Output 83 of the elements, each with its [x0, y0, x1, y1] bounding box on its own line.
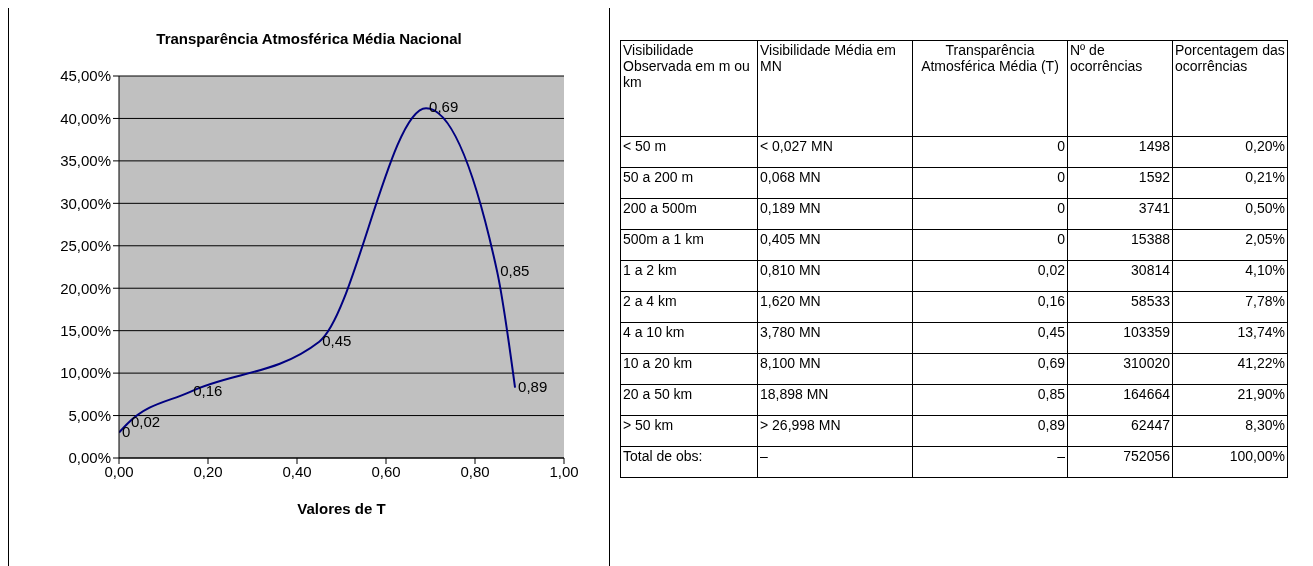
text: 200 a 500m: [620, 198, 758, 230]
text: > 50 km: [620, 415, 758, 447]
text: 8,100 MN: [757, 353, 913, 385]
text: 0: [912, 167, 1068, 199]
text: 310020: [1067, 353, 1173, 385]
annotation: 0,69: [429, 98, 459, 116]
text: 1,620 MN: [757, 291, 913, 323]
text: –: [757, 446, 913, 478]
category-label: Nº de ocorrências: [1067, 40, 1173, 137]
text: 4,10%: [1172, 260, 1288, 292]
text: 30814: [1067, 260, 1173, 292]
text: 10 a 20 km: [620, 353, 758, 385]
text: 0,189 MN: [757, 198, 913, 230]
y-tick-label: 45,00%: [60, 67, 111, 85]
text: 50 a 200 m: [620, 167, 758, 199]
annotation: 0,89: [518, 377, 548, 395]
y-tick-label: 25,00%: [60, 237, 111, 255]
text: 752056: [1067, 446, 1173, 478]
text: 18,898 MN: [757, 384, 913, 416]
text: 0,02: [912, 260, 1068, 292]
text: 15388: [1067, 229, 1173, 261]
text: 58533: [1067, 291, 1173, 323]
y-tick-label: 5,00%: [68, 406, 111, 424]
text: 0,21%: [1172, 167, 1288, 199]
text: 0,20%: [1172, 136, 1288, 168]
annotation: 0,02: [130, 413, 161, 431]
text: Total de obs:: [620, 446, 758, 478]
category-label: Visibilidade Observada em m ou km: [620, 40, 758, 137]
y-tick-label: 10,00%: [60, 364, 111, 382]
text: 0,69: [912, 353, 1068, 385]
annotation: 0,45: [322, 331, 352, 349]
x-axis-title: Valores de T: [297, 500, 386, 517]
text: 164664: [1067, 384, 1173, 416]
text: 41,22%: [1172, 353, 1288, 385]
text: < 0,027 MN: [757, 136, 913, 168]
x-tick-label: 0,40: [282, 462, 312, 480]
category-label: Porcentagem das ocorrências: [1172, 40, 1288, 137]
x-tick-label: 0,60: [371, 462, 401, 480]
y-tick-label: 15,00%: [60, 321, 111, 339]
text: 0,89: [912, 415, 1068, 447]
y-tick-label: 20,00%: [60, 279, 111, 297]
text: 0,85: [912, 384, 1068, 416]
text: 103359: [1067, 322, 1173, 354]
x-tick-label: 0,80: [460, 462, 490, 480]
text: 2 a 4 km: [620, 291, 758, 323]
text: 4 a 10 km: [620, 322, 758, 354]
text: 0,16: [912, 291, 1068, 323]
text: 0: [912, 136, 1068, 168]
text: 21,90%: [1172, 384, 1288, 416]
text: 0: [912, 229, 1068, 261]
y-tick-label: 35,00%: [60, 152, 111, 170]
chart-title: Transparência Atmosférica Média Nacional: [155, 30, 463, 47]
text: 0: [912, 198, 1068, 230]
text: 0,810 MN: [757, 260, 913, 292]
text: 8,30%: [1172, 415, 1288, 447]
text: 20 a 50 km: [620, 384, 758, 416]
text: 2,05%: [1172, 229, 1288, 261]
text: 3,780 MN: [757, 322, 913, 354]
text: 0,50%: [1172, 198, 1288, 230]
text: 0,405 MN: [757, 229, 913, 261]
annotation: 0: [122, 422, 131, 440]
text: 100,00%: [1172, 446, 1288, 478]
annotation: 0,16: [193, 381, 223, 399]
text: 1 a 2 km: [620, 260, 758, 292]
category-label: Visibilidade Média em MN: [757, 40, 913, 137]
text: 0,45: [912, 322, 1068, 354]
x-tick-label: 1,00: [549, 462, 579, 480]
text: 62447: [1067, 415, 1173, 447]
text: > 26,998 MN: [757, 415, 913, 447]
text: 500m a 1 km: [620, 229, 758, 261]
text: 13,74%: [1172, 322, 1288, 354]
text: 1498: [1067, 136, 1173, 168]
text: 1592: [1067, 167, 1173, 199]
y-tick-label: 30,00%: [60, 194, 111, 212]
y-tick-label: 40,00%: [60, 109, 111, 127]
category-label: Transparência Atmosférica Média (T): [912, 40, 1068, 137]
text: < 50 m: [620, 136, 758, 168]
text: 0,068 MN: [757, 167, 913, 199]
annotation: 0,85: [500, 262, 530, 280]
text: 3741: [1067, 198, 1173, 230]
text: 7,78%: [1172, 291, 1288, 323]
text: –: [912, 446, 1068, 478]
x-tick-label: 0,20: [193, 462, 223, 480]
